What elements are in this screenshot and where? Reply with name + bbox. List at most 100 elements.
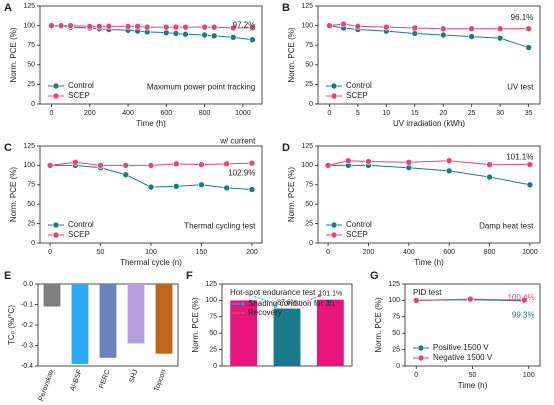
bar [99, 284, 117, 358]
annotation: 101.1% [506, 153, 533, 162]
data-point [198, 181, 205, 189]
chart-title: PID test [413, 288, 442, 297]
data-point [405, 158, 413, 166]
x-tick-label: 5 [356, 110, 360, 117]
y-axis-label: Norm. PCE (%) [9, 167, 18, 222]
transition-arrow [297, 295, 320, 305]
panel-label: D [282, 142, 290, 154]
x-tick-label: 0 [50, 110, 54, 117]
y-tick-label: 25 [305, 220, 313, 227]
data-point [172, 160, 180, 168]
bar [127, 284, 145, 344]
data-point [86, 23, 94, 30]
x-tick-label: 800 [484, 249, 496, 256]
annotation: 97.2% [233, 21, 256, 30]
plot-frame [39, 5, 263, 105]
y-axis-label: Norm. PCE (%) [9, 27, 18, 82]
annotation: UV test [507, 82, 534, 91]
x-axis-label: Thermal cycle (n) [120, 258, 182, 267]
x-tick-label: Topcon [153, 369, 167, 393]
legend-marker [330, 221, 338, 229]
y-tick-label: 0 [309, 101, 313, 108]
y-tick-label: 50 [209, 330, 217, 337]
y-tick-label: 0 [31, 101, 35, 108]
data-point [365, 158, 372, 165]
data-point [210, 23, 218, 31]
data-point [525, 44, 532, 51]
x-tick-label: 0 [326, 249, 330, 256]
annotation: w/ current [219, 136, 256, 145]
x-tick-label: 20 [439, 110, 447, 117]
data-point [468, 25, 475, 33]
x-tick-label: 0 [327, 110, 331, 117]
data-point [72, 158, 79, 166]
series-line [51, 25, 253, 29]
x-tick-label: 200 [84, 110, 96, 117]
panel-label: E [4, 270, 11, 282]
data-point [124, 23, 132, 30]
y-tick-label: 125 [301, 3, 313, 10]
panel-label: F [186, 270, 193, 282]
bar [273, 308, 301, 366]
y-tick-label: 125 [301, 143, 313, 150]
x-tick-label: 35 [525, 110, 533, 117]
data-point [486, 161, 493, 168]
y-axis-label: Norm. PCE (%) [191, 297, 200, 352]
data-point [229, 24, 237, 32]
y-tick-label: 75 [305, 182, 313, 189]
y-axis-label: TCₚ (%/°C) [7, 305, 16, 345]
x-tick-label: 200 [246, 249, 258, 256]
x-axis-label: Time (h) [414, 258, 444, 267]
data-point [57, 22, 65, 29]
y-tick-label: 100 [23, 162, 35, 169]
data-point [405, 164, 413, 172]
series-line [327, 160, 530, 166]
legend-label: Negative 1500 V [433, 353, 493, 362]
y-tick-label: 50 [305, 62, 313, 69]
annotation: 100.4% [507, 293, 534, 302]
data-point [248, 159, 256, 167]
data-point [46, 162, 54, 169]
data-point [143, 23, 151, 31]
data-point [412, 297, 420, 304]
legend-label: SCEP [346, 230, 368, 239]
data-point [526, 161, 534, 168]
x-tick-label: 10 [382, 110, 390, 117]
x-tick-label: 200 [363, 249, 375, 256]
data-point [496, 34, 504, 42]
y-axis-label: Norm. PCE (%) [287, 167, 296, 222]
y-tick-label: 25 [209, 346, 217, 353]
legend-label: Control [68, 81, 94, 90]
data-point [105, 23, 113, 30]
plot-frame [317, 145, 541, 244]
y-tick-label: 0 [309, 240, 313, 247]
x-axis-label: UV irradiation (kWh) [393, 119, 465, 128]
y-tick-label: 75 [27, 182, 35, 189]
x-tick-label: Al-BSF [69, 369, 83, 392]
x-tick-label: 50 [97, 249, 105, 256]
data-point [210, 32, 218, 40]
data-point [48, 22, 55, 29]
data-point [223, 184, 230, 192]
value-label: 87.6% [277, 299, 297, 306]
bar [155, 284, 173, 354]
legend-label: SCEP [68, 230, 90, 239]
legend-label: SCEP [68, 91, 90, 100]
annotation: 96.1% [511, 13, 534, 22]
panel-label: G [370, 270, 379, 282]
y-tick-label: 100 [23, 22, 35, 29]
legend-marker [330, 92, 338, 100]
data-point [340, 20, 347, 28]
transition-arrow [254, 295, 277, 306]
data-point [248, 186, 256, 193]
data-point [411, 30, 419, 37]
data-point [326, 22, 333, 29]
data-point [411, 24, 419, 32]
legend-marker [52, 82, 60, 90]
x-tick-label: 15 [411, 110, 419, 117]
y-tick-label: 75 [209, 314, 217, 321]
x-tick-label: 600 [160, 110, 172, 117]
legend-label: Control [68, 220, 94, 229]
y-tick-label: 0 [396, 363, 400, 370]
